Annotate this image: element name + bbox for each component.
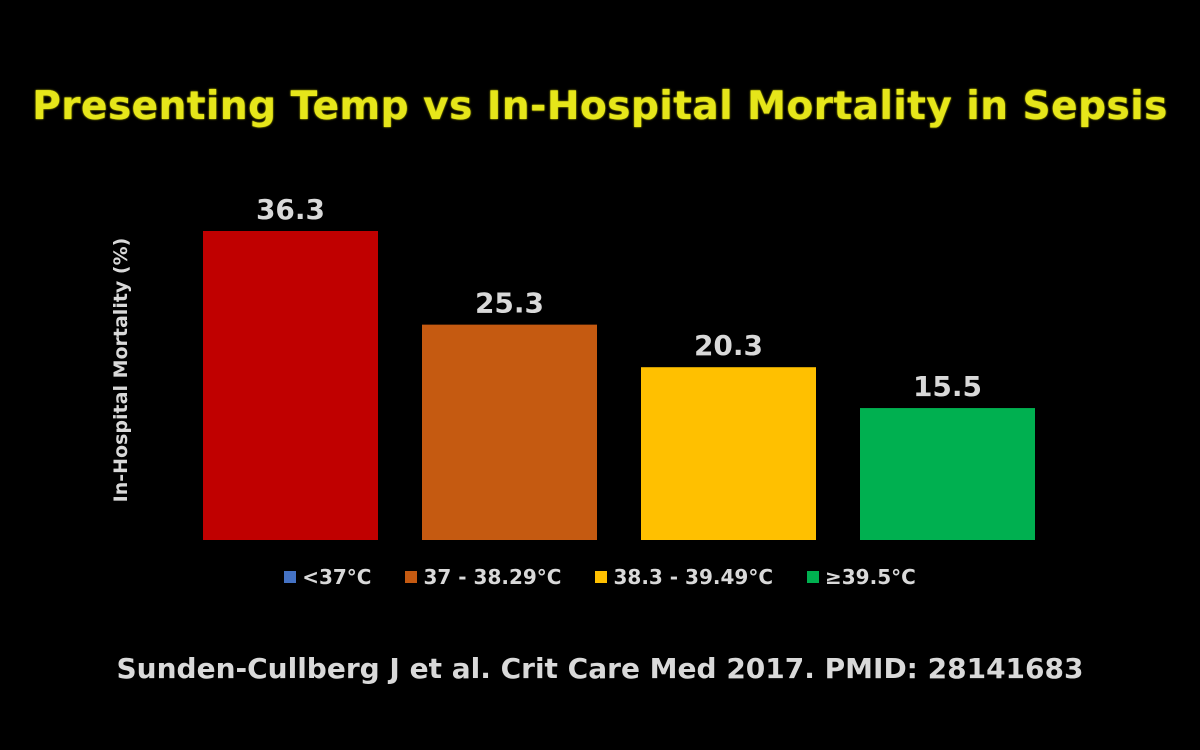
legend-label: <37°C	[302, 565, 372, 589]
legend-item: <37°C	[284, 565, 371, 589]
data-label: 20.3	[694, 329, 763, 362]
legend-swatch	[284, 571, 297, 583]
data-label: 25.3	[475, 287, 544, 320]
legend-item: 38.3 - 39.49°C	[595, 565, 773, 589]
data-label: 36.3	[256, 193, 325, 226]
bar	[641, 367, 816, 540]
legend-item: 37 - 38.29°C	[405, 565, 561, 589]
legend-item: ≥39.5°C	[807, 565, 916, 589]
data-label: 15.5	[913, 370, 982, 403]
legend-swatch	[807, 571, 819, 583]
bar	[203, 231, 378, 540]
legend-swatch	[595, 571, 608, 583]
legend-label: ≥39.5°C	[825, 565, 916, 589]
legend-label: 38.3 - 39.49°C	[613, 565, 773, 589]
legend: <37°C 37 - 38.29°C 38.3 - 39.49°C ≥39.5°…	[0, 565, 1200, 589]
chart-title: Presenting Temp vs In-Hospital Mortality…	[32, 84, 1168, 129]
citation: Sunden-Cullberg J et al. Crit Care Med 2…	[116, 652, 1084, 685]
bar	[860, 408, 1035, 540]
legend-label: 37 - 38.29°C	[423, 565, 562, 589]
bar	[422, 324, 597, 540]
legend-swatch	[405, 571, 418, 583]
